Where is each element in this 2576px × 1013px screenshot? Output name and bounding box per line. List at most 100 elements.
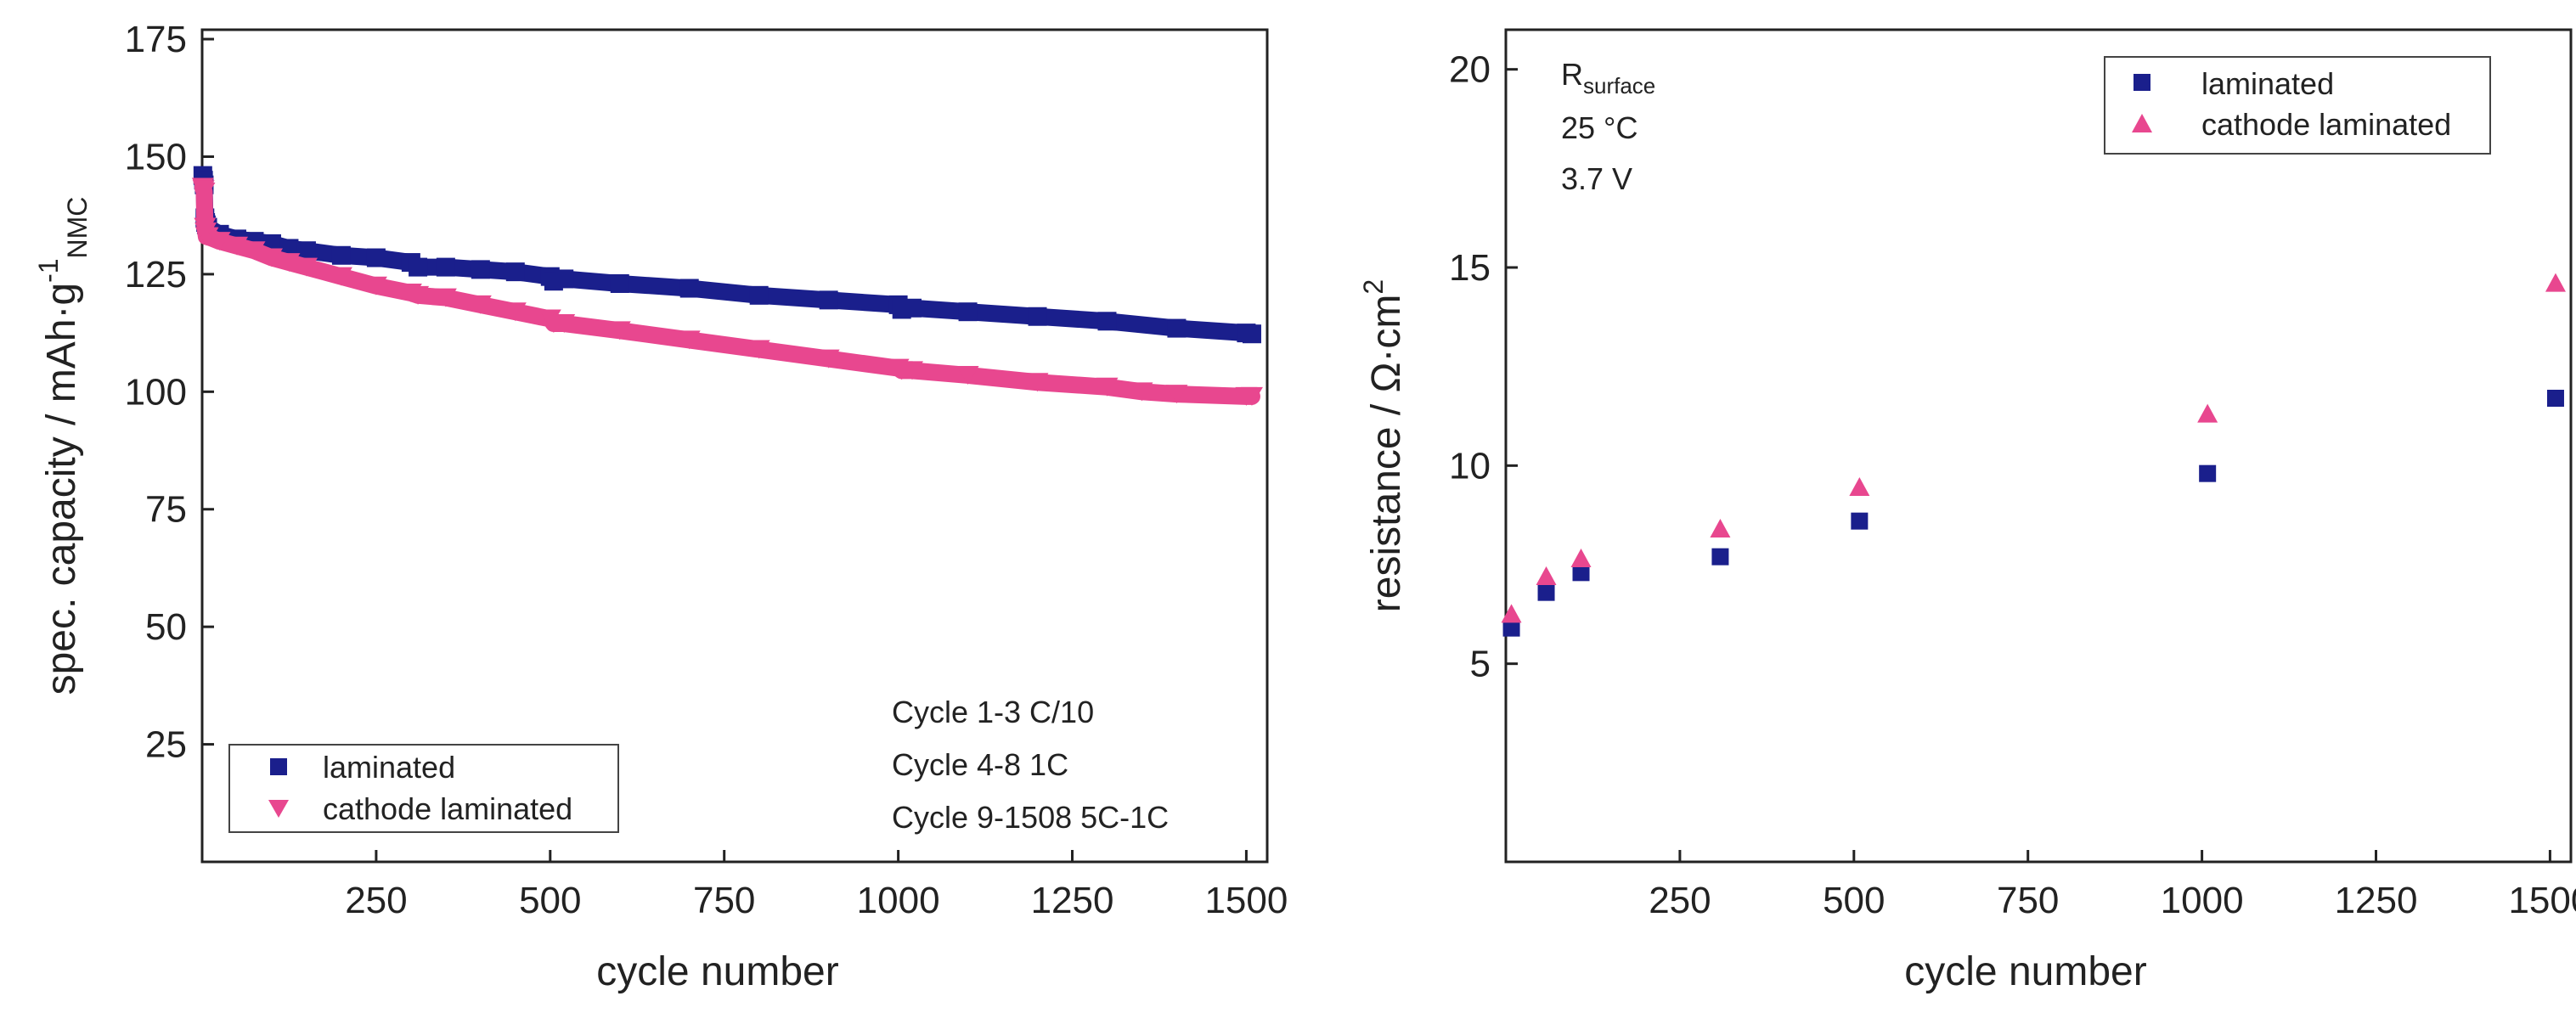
right-point-cathode-laminated [1501, 604, 1522, 623]
left-point-cathode-laminated [1130, 382, 1153, 402]
right-point-laminated [1711, 548, 1729, 566]
left-chart: 250 500 750 1000 1250 1500 25 50 75 100 125 150 175… [33, 19, 1288, 994]
left-legend-marker-cathode-laminated [268, 800, 289, 818]
right-point-laminated [2199, 464, 2217, 482]
left-point-cathode-laminated [901, 361, 923, 380]
left-point-laminated [749, 285, 769, 305]
right-annotation-temperature: 25 °C [1561, 110, 1637, 145]
left-point-cathode-laminated [278, 253, 301, 273]
right-y-tick-label: 5 [1470, 644, 1491, 685]
right-point-cathode-laminated [1849, 477, 1870, 496]
left-y-tick-label: 75 [145, 489, 187, 531]
left-point-cathode-laminated [817, 349, 840, 369]
right-point-laminated [1502, 619, 1520, 637]
left-point-cathode-laminated [193, 183, 216, 202]
left-x-tick-label: 1000 [857, 880, 940, 921]
left-plot-frame [200, 28, 1269, 864]
left-legend-marker-laminated [270, 758, 287, 775]
left-point-cathode-laminated [1026, 373, 1049, 392]
left-y-axis-label: spec. capacity / mAh·g-1NMC [33, 197, 93, 695]
left-y-ticks: 25 50 75 100 125 150 175 [125, 19, 214, 766]
left-point-laminated [331, 245, 351, 265]
right-x-tick-label: 1000 [2161, 880, 2244, 921]
left-point-laminated [1242, 324, 1261, 344]
right-point-cathode-laminated [2545, 273, 2566, 292]
left-point-laminated [505, 262, 525, 282]
left-x-axis-label: cycle number [596, 949, 838, 994]
right-x-tick-label: 750 [1997, 880, 2059, 921]
left-x-tick-label: 1250 [1031, 880, 1114, 921]
left-y-tick-label: 175 [125, 19, 187, 60]
left-point-cathode-laminated [1096, 377, 1119, 397]
right-legend-label-cathode-laminated: cathode laminated [2201, 107, 2451, 142]
left-y-tick-label: 50 [145, 606, 187, 648]
right-x-tick-label: 250 [1649, 880, 1711, 921]
left-annotation-2: Cycle 4-8 1C [892, 747, 1068, 782]
left-point-cathode-laminated [553, 314, 576, 334]
right-y-tick-label: 10 [1449, 445, 1491, 487]
left-point-cathode-laminated [678, 330, 701, 350]
left-point-cathode-laminated [434, 288, 457, 307]
left-point-laminated [555, 269, 574, 289]
left-point-cathode-laminated [1240, 386, 1263, 406]
right-legend: laminated cathode laminated [2104, 56, 2491, 155]
left-point-laminated [436, 257, 455, 277]
left-point-cathode-laminated [260, 248, 283, 267]
left-point-cathode-laminated [469, 295, 492, 314]
left-point-cathode-laminated [608, 321, 631, 340]
right-x-axis-label: cycle number [1904, 949, 2146, 994]
right-legend-label-laminated: laminated [2201, 66, 2334, 101]
left-point-laminated [903, 298, 922, 318]
right-legend-marker-cathode-laminated [2132, 114, 2152, 132]
left-point-cathode-laminated [243, 241, 266, 261]
right-y-axis-label: resistance / Ω·cm2 [1358, 279, 1409, 612]
left-y-tick-label: 150 [125, 136, 187, 177]
left-point-laminated [1167, 318, 1187, 338]
left-point-laminated [409, 257, 428, 277]
left-point-laminated [819, 290, 838, 310]
right-x-ticks: 250 500 750 1000 1250 1500 [1649, 850, 2576, 921]
left-point-cathode-laminated [956, 365, 979, 385]
right-y-ticks: 5 10 15 20 [1449, 49, 1518, 685]
right-data-marks [1501, 273, 2566, 637]
right-legend-box [2104, 56, 2491, 155]
left-annotation-1: Cycle 1-3 C/10 [892, 695, 1094, 729]
right-plot-frame [1504, 28, 2573, 864]
left-x-tick-label: 1500 [1204, 880, 1288, 921]
left-series-laminated-band [194, 166, 1260, 343]
right-x-tick-label: 1500 [2508, 880, 2576, 921]
left-legend-label-laminated: laminated [323, 750, 455, 785]
left-point-cathode-laminated [196, 227, 219, 246]
right-point-cathode-laminated [1536, 566, 1557, 585]
right-point-cathode-laminated [1570, 549, 1592, 567]
right-point-cathode-laminated [1710, 519, 1731, 537]
right-annotation-r-surface: Rsurface [1561, 57, 1655, 98]
left-point-cathode-laminated [407, 285, 430, 305]
left-x-tick-label: 250 [345, 880, 407, 921]
left-point-laminated [610, 273, 629, 293]
left-point-laminated [679, 279, 699, 298]
left-point-laminated [471, 260, 490, 279]
left-point-cathode-laminated [208, 232, 231, 251]
left-point-laminated [1097, 312, 1117, 331]
left-legend-box [228, 744, 619, 833]
right-y-tick-label: 20 [1449, 49, 1491, 91]
left-legend-label-cathode-laminated: cathode laminated [323, 791, 572, 826]
left-y-tick-label: 125 [125, 254, 187, 295]
right-legend-marker-laminated [2134, 74, 2150, 91]
left-y-tick-label: 100 [125, 371, 187, 413]
right-point-laminated [1537, 583, 1555, 601]
left-legend: laminated cathode laminated [228, 744, 619, 833]
left-x-tick-label: 500 [519, 880, 581, 921]
left-y-tick-label: 25 [145, 724, 187, 766]
right-point-laminated [2546, 390, 2564, 407]
right-point-cathode-laminated [2197, 403, 2218, 423]
left-point-laminated [958, 302, 978, 322]
left-data-marks [191, 166, 1263, 406]
left-point-laminated [366, 248, 386, 267]
left-point-cathode-laminated [225, 236, 248, 256]
right-chart: 250 500 750 1000 1250 1500 5 10 15 20 cycle numb… [1358, 28, 2576, 994]
left-x-tick-label: 750 [693, 880, 755, 921]
right-y-tick-label: 15 [1449, 247, 1491, 289]
